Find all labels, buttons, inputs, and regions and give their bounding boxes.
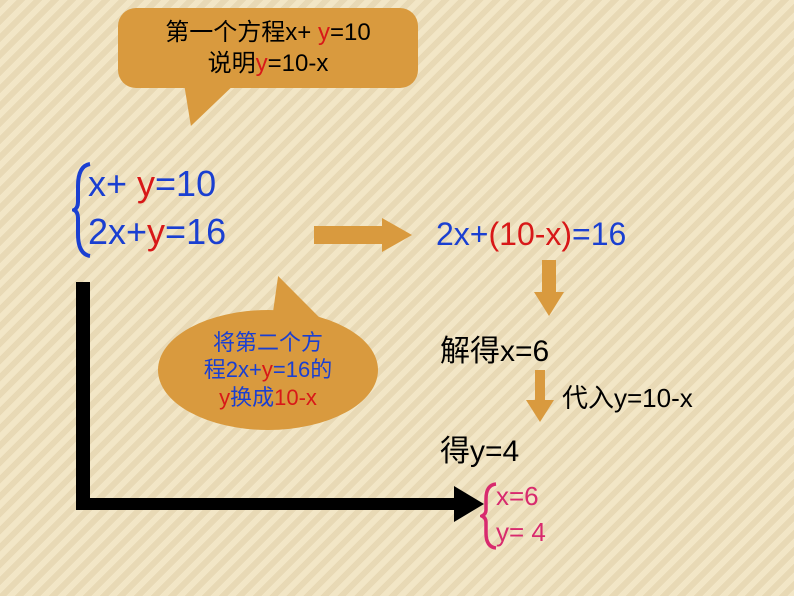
speech-bubble-top: 第一个方程x+ y=10 说明y=10-x	[118, 8, 418, 88]
equation-system: x+ y=10 2x+y=16	[88, 160, 226, 256]
substituted-equation: 2x+(10-x)=16	[436, 216, 626, 253]
arrow-down-icon	[526, 370, 554, 422]
arrow-down-icon	[534, 260, 564, 316]
solve-step-1: 解得x=6	[440, 326, 549, 370]
bubble2-line3: y换成10-x	[219, 384, 317, 412]
arrow-right-icon	[314, 218, 414, 252]
bubble1-line2: 说明y=10-x	[208, 48, 329, 79]
speech-bubble-bottom: 将第二个方 程2x+y=16的 y换成10-x	[158, 310, 378, 430]
result-1: x=6	[496, 478, 546, 514]
solve-step-2: 得y=4	[440, 426, 519, 470]
diagram: 第一个方程x+ y=10 说明y=10-x x+ y=10 2x+y=16 2x…	[0, 0, 794, 596]
bubble2-line1: 将第二个方	[213, 329, 323, 357]
bubble2-line2: 程2x+y=16的	[204, 356, 332, 384]
bubble-tail-icon	[173, 78, 241, 126]
equation-2: 2x+y=16	[88, 208, 226, 256]
result-2: y= 4	[496, 514, 546, 550]
bubble-tail-icon	[264, 276, 322, 320]
left-brace-icon	[480, 482, 500, 550]
left-brace-icon	[72, 162, 94, 258]
equation-1: x+ y=10	[88, 160, 226, 208]
bubble1-line1: 第一个方程x+ y=10	[165, 17, 370, 48]
result-system: x=6 y= 4	[496, 478, 546, 550]
substitute-label: 代入y=10-x	[562, 378, 693, 415]
